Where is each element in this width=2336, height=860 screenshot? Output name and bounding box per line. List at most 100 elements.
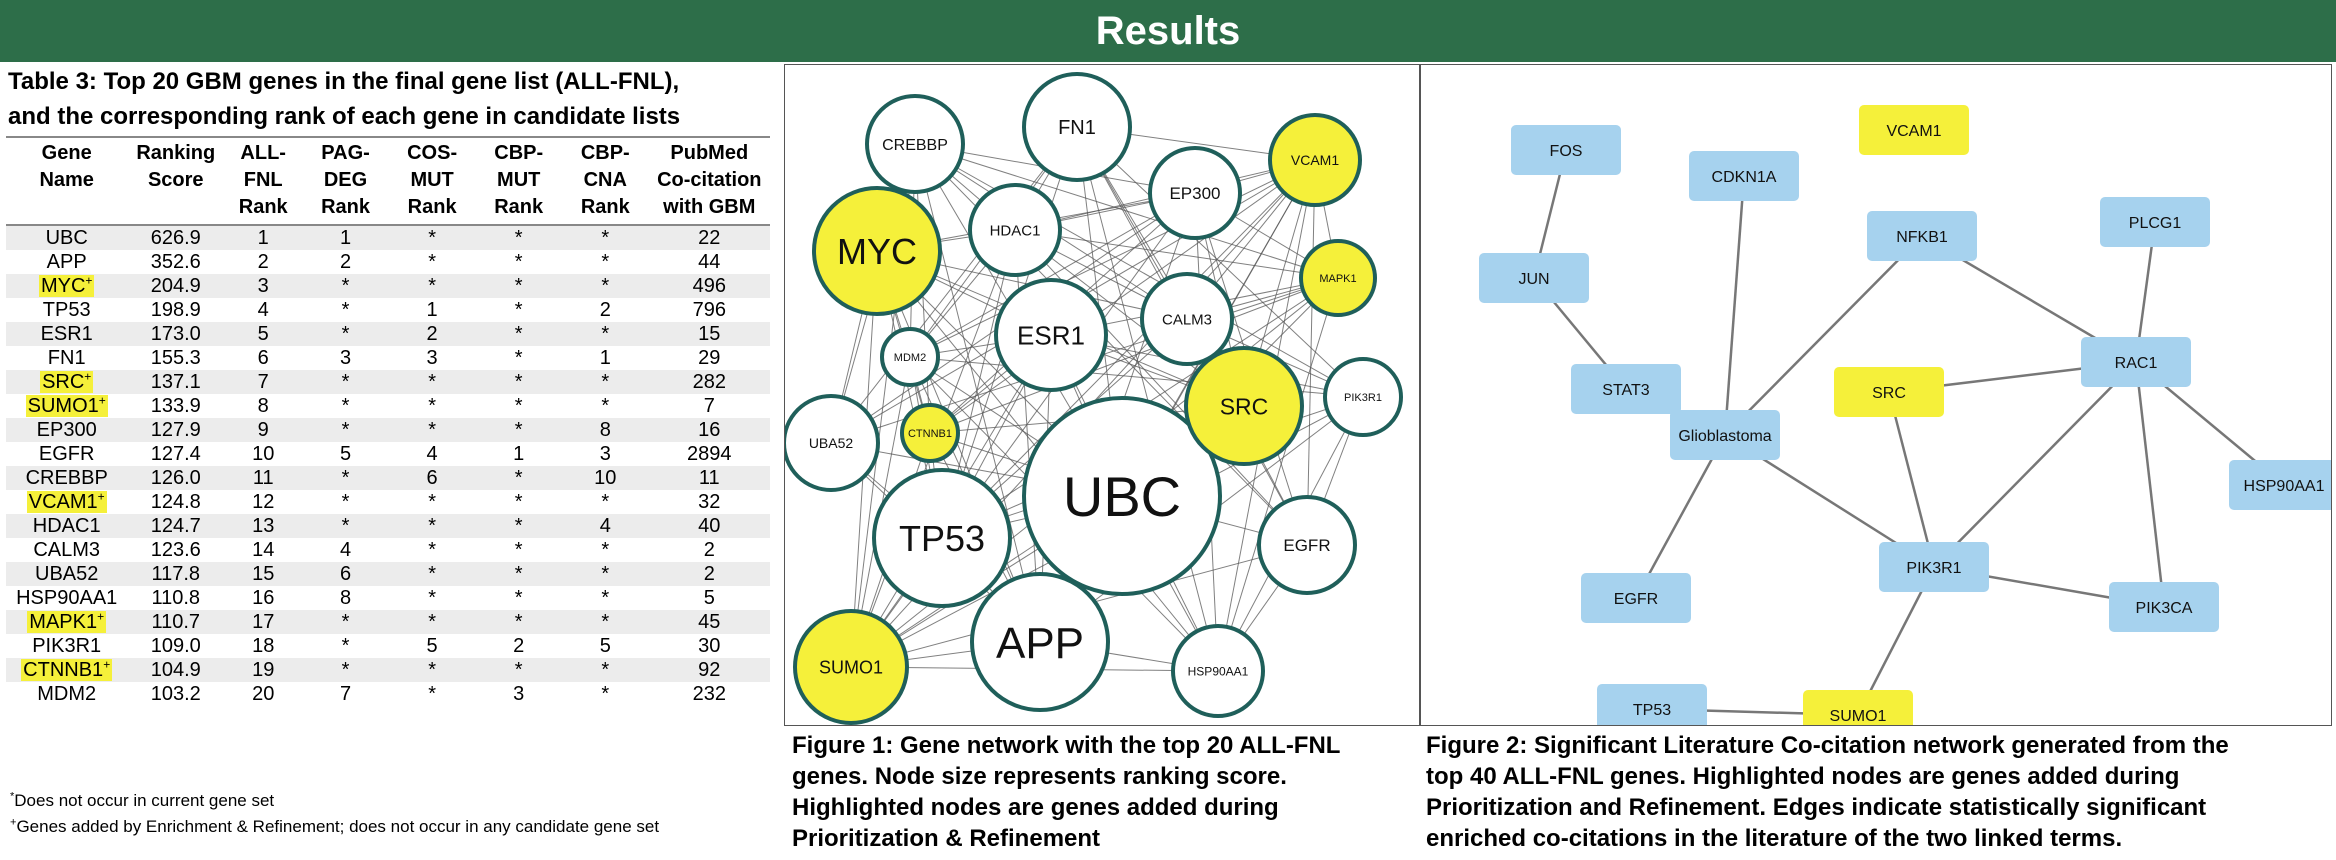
table-cell: 3: [339, 347, 352, 369]
network-edge: [1306, 159, 1316, 546]
table-cell: 19: [224, 658, 303, 682]
table-cell: 44: [698, 251, 721, 273]
gene-name: MYC: [40, 275, 86, 297]
gene-name: ESR1: [40, 323, 93, 345]
cocitation-node-rac1: RAC1: [2081, 337, 2191, 387]
cocitation-node-label: EGFR: [1614, 591, 1658, 608]
table-cell: 5: [599, 635, 611, 657]
gene-node-circle: [1184, 346, 1304, 466]
gene-name-cell: PIK3R1: [6, 634, 127, 658]
cocitation-edge: [1723, 175, 1746, 436]
cocitation-node-label: PIK3R1: [1906, 560, 1961, 577]
table-cell: 3: [426, 347, 438, 369]
table-cell: 17: [224, 610, 303, 634]
table-cell: 1: [513, 443, 525, 465]
gene-name-cell: CALM3: [6, 538, 127, 562]
column-header-line: CNA: [583, 169, 627, 191]
figure-1-caption-line: genes. Node size represents ranking scor…: [792, 763, 1287, 790]
table-cell: *: [475, 658, 562, 682]
cocitation-node-box: [1479, 253, 1589, 303]
column-header: PAG- DEG Rank: [302, 137, 389, 226]
table-row: MAPK1+ 110.7 17 * * * * 45: [6, 610, 770, 634]
cocitation-node-hsp90aa1: HSP90AA1: [2229, 460, 2331, 510]
gene-node-circle: [872, 468, 1012, 608]
table-row: FN1 155.3 6 3 3 * 1 29: [6, 346, 770, 370]
cocitation-node-label: VCAM1: [1886, 123, 1941, 140]
highlighted-gene: SUMO1+: [25, 394, 108, 417]
table-cell: 4: [339, 539, 352, 561]
cocitation-node-vcam1: VCAM1: [1859, 105, 1969, 155]
column-header-line: PAG-: [321, 142, 370, 164]
gene-node-mdm2: MDM2: [880, 327, 940, 387]
table-cell: 7: [703, 395, 715, 417]
table-cell: 173.0: [127, 322, 225, 346]
table-cell: 5: [224, 322, 303, 346]
table-row: APP 352.6 2 2 * * * 44: [6, 250, 770, 274]
table-cell: *: [601, 491, 610, 513]
column-header: COS- MUT Rank: [388, 137, 476, 226]
table-cell: *: [341, 395, 350, 417]
table-row: EP300 127.9 9 * * * 8 16: [6, 418, 770, 442]
gene-node-circle: [812, 186, 942, 316]
gene-node-circle: [1257, 495, 1357, 595]
gene-node-label: MYC: [837, 231, 917, 272]
gene-name: TP53: [42, 299, 91, 321]
table-cell: 1: [599, 347, 611, 369]
table-cell: 40: [648, 514, 770, 538]
gene-name: EP300: [36, 419, 97, 441]
column-header-line: PubMed: [670, 142, 749, 164]
gene-node-label: VCAM1: [1291, 152, 1339, 168]
table-cell: *: [388, 514, 476, 538]
added-gene-mark: +: [103, 657, 111, 672]
column-header: PubMed Co-citation with GBM: [648, 137, 770, 226]
highlighted-gene: CTNNB1+: [21, 657, 113, 681]
gene-node-label: SRC: [1220, 393, 1269, 419]
table-cell: 232: [692, 683, 726, 705]
table-cell: 8: [339, 587, 352, 609]
column-header-line: Ranking: [136, 142, 216, 164]
network-edge: [876, 250, 1041, 643]
table-cell: *: [388, 418, 476, 442]
table-cell: 626.9: [127, 225, 225, 250]
table-title: Table 3: Top 20 GBM genes in the final g…: [8, 64, 778, 134]
table-cell: *: [302, 466, 389, 490]
gene-node-circle: [1022, 396, 1222, 596]
gene-node-label: CTNNB1: [908, 428, 952, 440]
table-cell: *: [475, 514, 562, 538]
highlighted-gene: VCAM1+: [26, 490, 107, 513]
gene-node-ep300: EP300: [1148, 146, 1242, 240]
gene-node-label: PIK3R1: [1344, 392, 1382, 404]
gene-node-src: SRC: [1184, 346, 1304, 466]
cocitation-node-box: [1597, 684, 1707, 725]
table-cell: 6: [388, 466, 476, 490]
table-cell: 20: [252, 683, 275, 705]
gene-node-crebbp: CREBBP: [865, 94, 965, 194]
gene-node-circle: [793, 609, 909, 725]
gene-name-cell: CTNNB1+: [6, 657, 128, 682]
table-cell: 4: [257, 299, 269, 321]
table-row: CALM3 123.6 14 4 * * * 2: [6, 538, 770, 562]
column-header-line: FNL: [243, 169, 283, 191]
gene-node-tp53: TP53: [872, 468, 1012, 608]
table-cell: 155.3: [150, 347, 201, 369]
gene-name: APP: [46, 251, 87, 273]
gene-name: SRC: [42, 371, 85, 393]
cocitation-node-box: [2109, 582, 2219, 632]
gene-name-cell: APP: [6, 250, 127, 274]
table-cell: *: [341, 299, 350, 321]
table-cell: *: [561, 610, 649, 634]
network-edge: [1076, 126, 1219, 672]
gene-node-esr1: ESR1: [994, 278, 1108, 392]
gene-name-cell: TP53: [6, 298, 127, 322]
results-header: Results: [0, 0, 2336, 62]
table-cell: 126.0: [127, 466, 225, 490]
cocitation-node-box: [1571, 364, 1681, 414]
cocitation-node-src: SRC: [1834, 367, 1944, 417]
column-header-line: MUT: [410, 169, 454, 191]
table-cell: 13: [224, 514, 303, 538]
gene-name: HDAC1: [32, 515, 101, 537]
cocitation-node-label: STAT3: [1602, 382, 1650, 399]
gene-node-circle: [1148, 146, 1242, 240]
cocitation-node-box: [1511, 125, 1621, 175]
gene-node-myc: MYC: [812, 186, 942, 316]
